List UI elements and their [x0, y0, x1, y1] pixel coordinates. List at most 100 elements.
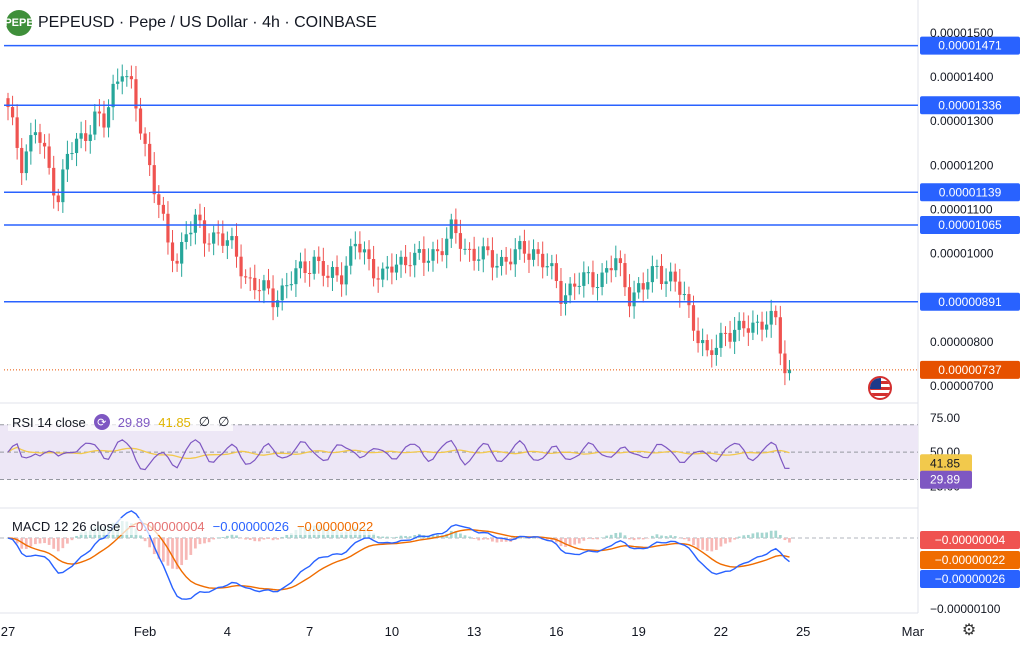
candle: [422, 236, 426, 277]
macd-hist-bar: [692, 538, 695, 546]
candle: [746, 315, 750, 346]
price-tick-label: 0.00000700: [930, 379, 994, 393]
macd-hist-bar: [162, 538, 165, 562]
candle: [198, 203, 202, 229]
macd-hist-bar: [705, 538, 709, 551]
candle: [509, 248, 513, 271]
rsi-extra-2: ∅: [218, 414, 230, 429]
macd-hist-bar: [714, 538, 718, 550]
macd-hist-bar: [79, 532, 83, 538]
last-price-badge: 0.00000737: [920, 360, 1020, 379]
macd-badge: −0.00000004: [920, 531, 1020, 549]
macd-hist-bar: [778, 535, 782, 538]
macd-hist-bar: [193, 538, 197, 549]
candle: [134, 65, 138, 122]
candle: [573, 273, 577, 300]
macd-hist-bar: [399, 535, 403, 538]
candle: [705, 334, 709, 357]
macd-hist-bar: [687, 538, 691, 542]
macd-hist-bar: [198, 538, 202, 545]
candle: [627, 274, 632, 318]
candle: [161, 196, 165, 221]
candle: [321, 247, 325, 287]
candle: [335, 255, 339, 282]
macd-hist-bar: [372, 533, 375, 538]
macd-hist-bar: [696, 538, 700, 549]
macd-hist-bar: [724, 538, 727, 544]
macd-hist-bar: [751, 533, 755, 538]
candle: [280, 278, 284, 311]
candle: [152, 152, 156, 204]
candle: [212, 225, 216, 256]
macd-hist-bar: [376, 536, 380, 538]
macd-hist-bar: [774, 530, 778, 538]
candle: [390, 253, 394, 285]
macd-hist-bar: [15, 538, 19, 544]
svg-text:29.89: 29.89: [930, 473, 960, 487]
svg-text:−0.00000004: −0.00000004: [935, 533, 1006, 547]
candle: [467, 242, 472, 262]
macd-hist-bar: [614, 532, 618, 538]
macd-hist-bar: [495, 538, 499, 543]
price-tick-label: 0.00001200: [930, 158, 994, 172]
candle: [367, 240, 371, 271]
svg-text:−0.00000022: −0.00000022: [935, 553, 1006, 567]
candle: [440, 238, 444, 262]
candle: [317, 246, 321, 274]
us-flag-icon[interactable]: [868, 376, 892, 400]
candle: [230, 227, 234, 249]
candle: [111, 74, 115, 121]
macd-hist-bar: [75, 535, 78, 538]
candle: [70, 142, 74, 161]
macd-hist-bar: [43, 538, 46, 544]
candle: [445, 227, 449, 269]
candle: [783, 340, 787, 386]
candle: [719, 322, 723, 357]
candle: [262, 274, 266, 304]
candle: [737, 312, 741, 342]
macd-hist-bar: [390, 537, 394, 538]
candle: [669, 262, 673, 292]
candle: [61, 159, 65, 213]
macd-hist-bar: [340, 532, 343, 538]
candle: [207, 233, 211, 252]
chart-header: PEPE PEPEUSD · Pepe / US Dollar · 4h · C…: [4, 9, 383, 37]
macd-hist-bar: [468, 536, 471, 538]
price-tick-label: 0.00001000: [930, 247, 994, 261]
rsi-legend[interactable]: RSI 14 close ⟳ 29.89 41.85 ∅ ∅: [8, 413, 234, 431]
cycle-icon[interactable]: ⟳: [93, 414, 110, 430]
candle: [637, 277, 641, 299]
candle: [294, 259, 298, 297]
rsi-ma-line: [7, 446, 790, 460]
macd-hist-bar: [605, 535, 609, 538]
macd-hist-bar: [532, 537, 535, 539]
gear-icon[interactable]: ⚙: [961, 622, 977, 639]
macd-hist-bar: [536, 538, 540, 539]
candle: [308, 260, 312, 287]
candle: [143, 127, 147, 157]
price-tick-label: 0.00001300: [930, 114, 994, 128]
time-tick-label: 16: [549, 624, 563, 639]
candle: [751, 310, 755, 341]
candle: [244, 269, 248, 284]
macd-hist-bar: [678, 538, 682, 539]
candle: [166, 201, 170, 255]
macd-hist-bar: [70, 538, 74, 541]
candle: [477, 246, 481, 271]
macd-hist-bar: [413, 535, 417, 538]
macd-hist-bar: [280, 536, 284, 538]
macd-legend[interactable]: MACD 12 26 close −0.00000004 −0.00000026…: [8, 518, 378, 535]
macd-hist-bar: [52, 538, 56, 549]
candle: [586, 266, 590, 285]
svg-text:0.00001471: 0.00001471: [938, 39, 1002, 53]
macd-badge: −0.00000026: [920, 570, 1020, 588]
level-badge: 0.00000891: [920, 292, 1020, 311]
candle: [120, 64, 124, 95]
macd-hist-bar: [765, 532, 768, 538]
time-tick-label: 13: [467, 624, 481, 639]
candle: [97, 99, 101, 127]
rsi-pane: [0, 424, 918, 481]
candle: [701, 328, 705, 357]
candle: [257, 278, 261, 302]
